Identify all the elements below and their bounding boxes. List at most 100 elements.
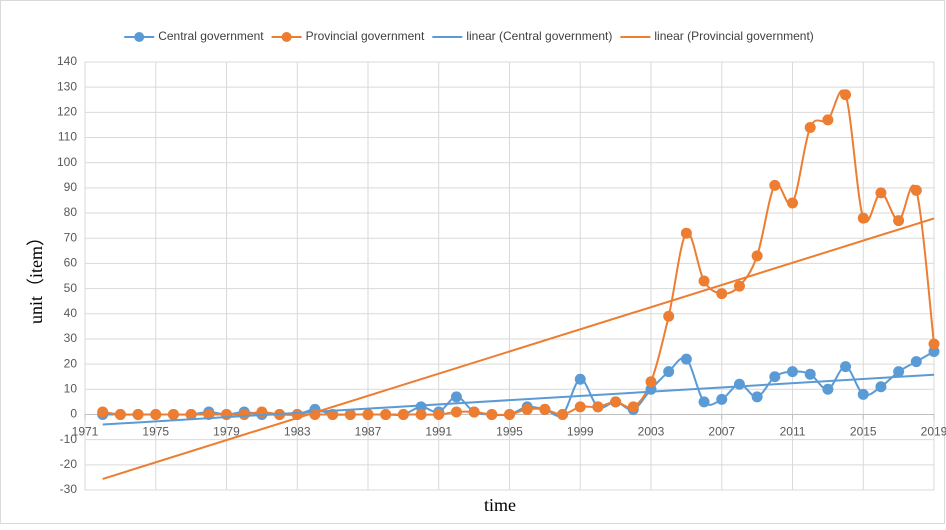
x-tick-label: 2019 [921, 425, 946, 439]
y-tick-label: 30 [64, 331, 78, 345]
y-tick-label: 50 [64, 281, 78, 295]
y-tick-label: -10 [60, 432, 78, 446]
y-tick-label: -20 [60, 457, 78, 471]
data-point [433, 408, 445, 420]
x-tick-label: 1995 [496, 425, 523, 439]
data-point [875, 381, 887, 393]
data-point [875, 187, 887, 199]
y-tick-label: 90 [64, 180, 78, 194]
data-point [397, 408, 409, 420]
data-point [114, 408, 126, 420]
data-point [610, 396, 622, 408]
data-point [822, 114, 834, 126]
x-tick-label: 2015 [850, 425, 877, 439]
y-tick-label: 120 [57, 105, 77, 119]
data-point [627, 401, 639, 413]
y-tick-label: 60 [64, 256, 78, 270]
data-point [344, 408, 356, 420]
y-tick-label: 70 [64, 230, 78, 244]
data-point [804, 368, 816, 380]
legend-label: linear (Central government) [466, 29, 612, 43]
data-point [840, 89, 852, 101]
data-point [185, 408, 197, 420]
x-tick-label: 2007 [708, 425, 735, 439]
data-point [769, 371, 781, 383]
y-tick-label: 100 [57, 155, 77, 169]
data-point [592, 401, 604, 413]
data-point [574, 373, 586, 385]
legend-item: linear (Provincial government) [620, 29, 814, 43]
data-point [167, 408, 179, 420]
y-tick-label: 80 [64, 205, 78, 219]
data-point [450, 406, 462, 418]
legend-label: Central government [158, 29, 264, 43]
y-tick-label: 0 [70, 407, 77, 421]
data-point [238, 408, 250, 420]
data-point [698, 396, 710, 408]
legend-marker [134, 32, 145, 42]
y-axis-title: unit（item） [26, 228, 46, 324]
x-tick-label: 1987 [355, 425, 382, 439]
data-point [574, 401, 586, 413]
data-point [769, 179, 781, 191]
x-tick-label: 1991 [425, 425, 452, 439]
data-point [663, 310, 675, 322]
data-point [751, 391, 763, 403]
x-tick-label: 1979 [213, 425, 240, 439]
data-point [132, 408, 144, 420]
data-point [415, 401, 427, 413]
data-point [716, 288, 728, 300]
x-tick-label: 2011 [780, 425, 806, 439]
trendline [102, 373, 935, 426]
y-tick-label: 110 [58, 130, 77, 144]
y-tick-label: 130 [57, 79, 77, 93]
trendline [102, 217, 935, 480]
data-point [733, 378, 745, 390]
data-point [822, 383, 834, 395]
x-axis-title: time [484, 495, 516, 515]
data-point [680, 227, 692, 239]
legend-item: Provincial government [271, 29, 425, 43]
data-point [751, 250, 763, 262]
data-point [557, 408, 569, 420]
legend-label: Provincial government [306, 29, 425, 43]
y-tick-label: 20 [64, 356, 78, 370]
legend-marker [281, 32, 292, 42]
data-point [698, 275, 710, 287]
data-point [680, 353, 692, 365]
data-point [857, 388, 869, 400]
x-tick-label: 1983 [284, 425, 311, 439]
data-point [521, 403, 533, 415]
data-point [910, 356, 922, 368]
data-point [150, 408, 162, 420]
data-point [645, 376, 657, 388]
data-point [928, 346, 940, 358]
legend-label: linear (Provincial government) [654, 29, 813, 43]
data-point [486, 408, 498, 420]
data-point [415, 408, 427, 420]
data-point [893, 366, 905, 378]
x-tick-label: 1975 [142, 425, 169, 439]
legend: Central government Provincial government l… [124, 29, 814, 43]
data-point [362, 408, 374, 420]
data-point [716, 393, 728, 405]
y-tick-label: -30 [60, 482, 78, 496]
x-tick-label: 2003 [638, 425, 665, 439]
legend-item: Central government [124, 29, 264, 43]
data-point [804, 121, 816, 133]
y-tick-label: 140 [57, 54, 77, 68]
data-point [663, 366, 675, 378]
y-tick-label: 40 [64, 306, 78, 320]
data-point [857, 212, 869, 224]
data-point [450, 391, 462, 403]
data-point [380, 408, 392, 420]
data-point [787, 197, 798, 209]
x-tick-label: 1999 [567, 425, 594, 439]
data-point [787, 366, 798, 378]
data-point [893, 215, 905, 227]
x-tick-label: 1971 [72, 425, 99, 439]
data-point [733, 280, 745, 292]
data-point [468, 406, 480, 418]
